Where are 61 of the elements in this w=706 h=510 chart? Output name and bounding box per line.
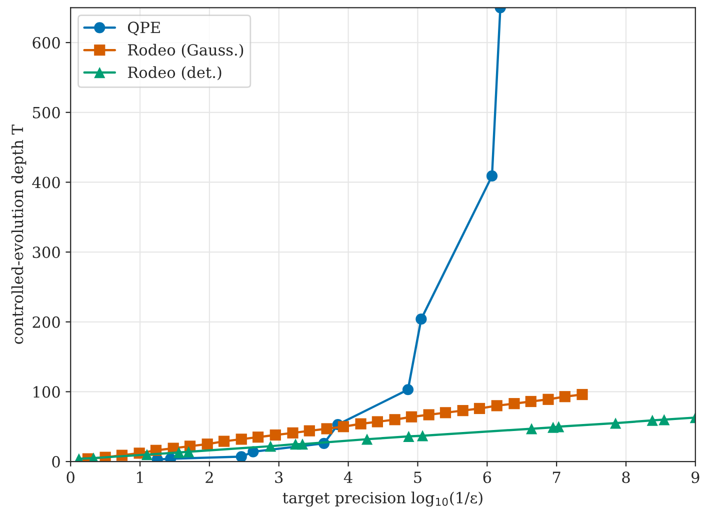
point [372,416,384,428]
point [321,423,332,434]
y-tick-label: 200 [32,316,60,328]
point [338,421,349,432]
legend-label: QPE [128,22,160,36]
point [183,446,194,458]
point [287,427,298,438]
point [236,434,247,445]
point [304,425,315,436]
y-tick-label: 500 [33,106,60,118]
y-tick-label: 100 [34,386,60,398]
point [389,414,400,426]
y-tick-label: 400 [32,176,60,188]
x-axis-title: target precision log$_{10}$(1/ε) [282,492,482,507]
x-tick-label: 2 [206,472,213,483]
x-tick-label: 0 [66,472,74,484]
point [218,436,230,447]
point [508,398,520,410]
point [270,429,281,441]
y-tick-label: 0 [52,456,60,468]
legend-label: Rodeo (Gauss.) [128,44,244,58]
x-tick-label: 4 [344,472,352,483]
point [576,388,588,400]
point [141,449,153,460]
point [403,430,414,442]
point [296,438,308,450]
point [559,391,570,402]
point [646,414,658,426]
x-tick-label: 5 [414,472,422,484]
point [417,430,428,442]
point [525,396,536,408]
x-tick-label: 7 [552,472,560,483]
point [423,409,434,420]
point [610,418,622,429]
x-tick-label: 1 [137,472,143,483]
point [406,411,418,422]
x-tick-label: 8 [622,472,630,484]
point [236,451,247,462]
point [252,432,264,443]
point [355,418,366,430]
point [173,446,184,458]
point [491,400,502,412]
point [402,384,414,396]
x-tick-label: 3 [275,472,283,484]
point [486,170,498,182]
point [457,405,468,416]
point [526,423,538,434]
point [440,407,452,418]
point [416,314,427,325]
x-tick-label: 9 [692,472,700,484]
point [474,402,486,414]
point [264,440,276,452]
point [202,438,213,450]
y-axis-title: controlled-evolution depth T [11,124,26,344]
point [361,434,373,445]
point [658,414,670,426]
legend-label: Rodeo (det.) [128,66,222,80]
x-tick-label: 6 [483,472,492,484]
y-tick-label: 600 [32,37,60,49]
point [542,394,554,405]
y-tick-label: 300 [32,246,60,258]
